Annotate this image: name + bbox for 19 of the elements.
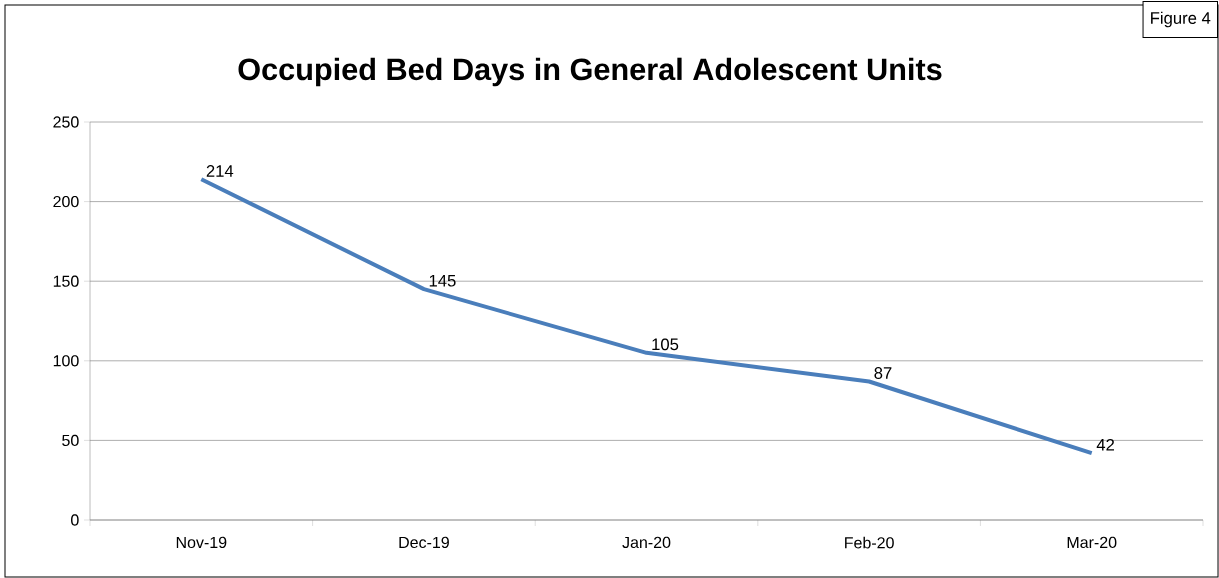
y-tick-label: 200 [53,195,79,208]
x-tick-label: Jan-20 [622,536,671,549]
data-label: 145 [429,274,456,287]
chart-title: Occupied Bed Days in General Adolescent Units [238,57,942,87]
y-tick-label: 0 [71,514,79,526]
y-tick-label: 100 [53,355,79,367]
caption: Figure 4 [1151,11,1211,28]
data-label: 42 [1096,438,1115,451]
y-tick-label: 150 [53,275,79,287]
y-tick-label: 50 [62,434,79,447]
x-tick-label: Nov-19 [176,536,227,549]
y-tick-label: 250 [53,116,79,128]
data-label: 214 [206,165,234,177]
data-label: 87 [874,367,892,379]
x-tick-label: Feb-20 [845,536,894,549]
x-tick-label: Dec-19 [399,536,449,549]
x-tick-label: Mar-20 [1067,536,1117,549]
data-label: 105 [652,338,679,351]
line-series [199,177,1094,456]
